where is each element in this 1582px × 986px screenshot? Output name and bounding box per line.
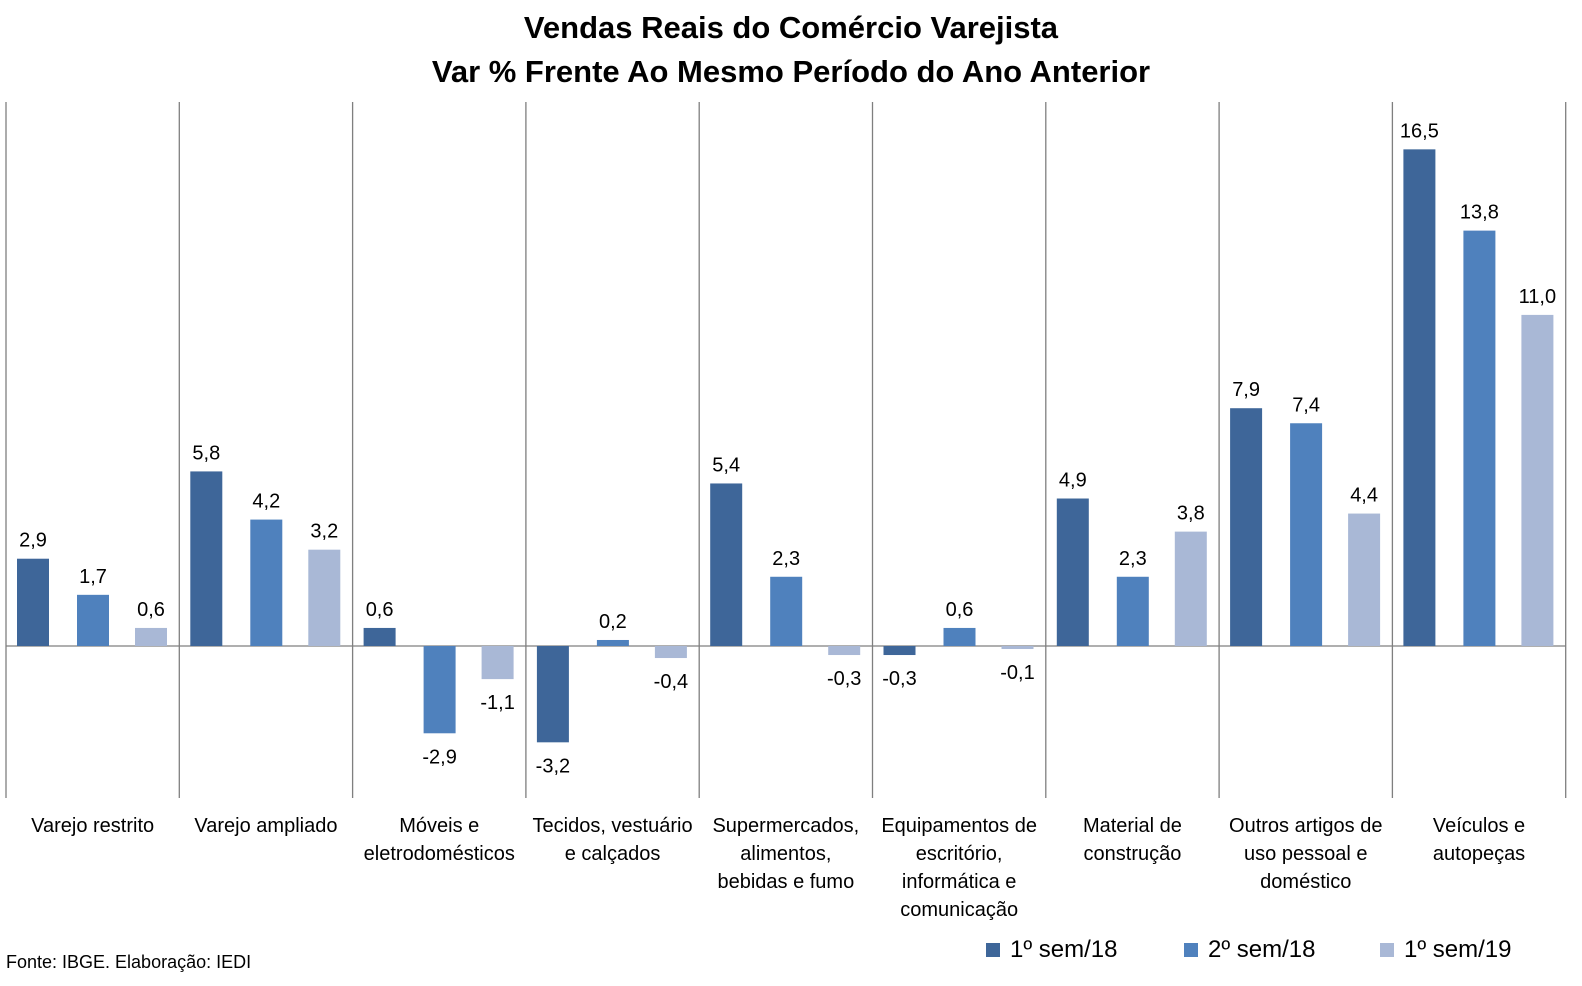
category-label: informática e [902,871,1017,893]
category-label: autopeças [1433,843,1525,865]
category-label: Outros artigos de [1229,815,1382,837]
category-label: Veículos e [1433,815,1525,837]
data-label: 3,8 [1177,503,1205,525]
category-label: bebidas e fumo [717,871,854,893]
legend-item-2: 2º sem/18 [1184,936,1315,964]
bar-3 [828,646,861,656]
data-label: -0,3 [882,668,916,690]
bar-3 [1521,314,1554,646]
bar-2 [1463,230,1496,646]
category-label: escritório, [916,843,1003,865]
data-label: -0,3 [827,668,861,690]
bar-1 [1403,149,1436,646]
bar-3 [308,549,341,646]
data-label: 16,5 [1400,120,1439,142]
bar-1 [710,483,743,646]
data-label: 0,6 [946,599,974,621]
bar-2 [943,627,976,646]
legend-item-3: 1º sem/19 [1380,936,1511,964]
category-label: Móveis e [399,815,479,837]
bar-3 [1001,646,1034,650]
category-label: Varejo restrito [31,815,154,837]
source-note: Fonte: IBGE. Elaboração: IEDI [6,952,252,972]
bar-2 [596,639,629,646]
data-label: 7,9 [1232,379,1260,401]
bar-2 [770,576,803,646]
category-label: alimentos, [740,843,831,865]
data-label: 0,6 [366,599,394,621]
legend-item-1: 1º sem/18 [986,936,1117,964]
bar-3 [654,646,687,659]
bar-2 [1290,423,1323,646]
data-label: 4,4 [1350,485,1378,507]
data-label: 5,4 [712,454,740,476]
category-label: doméstico [1260,871,1351,893]
data-label: 4,9 [1059,470,1087,492]
data-label: -0,4 [654,671,688,693]
legend-label-1: 1º sem/18 [1010,936,1118,963]
category-label: Tecidos, vestuário [533,815,693,837]
category-label: construção [1084,843,1182,865]
bar-2 [77,594,109,646]
data-label: 0,2 [599,611,627,633]
category-label: Varejo ampliado [194,815,337,837]
bar-1 [190,471,223,646]
data-label: -1,1 [480,692,514,714]
category-label: uso pessoal e [1244,843,1367,865]
data-label: 0,6 [137,599,165,621]
data-label: 2,9 [19,530,47,552]
bar-1 [1230,408,1263,646]
bar-1 [536,646,569,743]
data-label: 11,0 [1519,286,1556,308]
data-label: 13,8 [1460,202,1499,224]
data-label: 3,2 [310,521,338,543]
data-label: 4,2 [252,491,280,513]
data-label: -2,9 [422,746,456,768]
category-label: e calçados [565,843,661,865]
chart-subtitle: Var % Frente Ao Mesmo Período do Ano Ant… [431,54,1151,89]
data-label: 2,3 [1119,548,1147,570]
legend-label-3: 1º sem/19 [1404,936,1512,963]
bar-1 [1056,498,1089,646]
data-label: -0,1 [1000,662,1034,684]
bar-3 [1348,513,1381,646]
category-label: Material de [1083,815,1182,837]
bar-3 [135,627,167,646]
category-label: Equipamentos de [881,815,1037,837]
legend-label-2: 2º sem/18 [1208,936,1316,963]
data-label: 1,7 [79,566,107,588]
data-label: 2,3 [772,548,800,570]
bar-2 [250,519,283,646]
bar-3 [1174,531,1207,646]
bar-1 [363,627,396,646]
bar-1 [17,558,49,646]
bar-1 [883,646,916,656]
category-label: eletrodomésticos [364,843,515,865]
data-label: 7,4 [1292,394,1320,416]
data-label: -3,2 [536,755,570,777]
category-label: Supermercados, [712,815,859,837]
bar-3 [481,646,514,680]
category-label: comunicação [900,899,1018,921]
bar-2 [423,646,456,734]
legend-swatch-2 [1184,943,1198,957]
chart-title: Vendas Reais do Comércio Varejista [523,10,1059,45]
data-label: 5,8 [192,442,220,464]
bar-2 [1116,576,1149,646]
legend-swatch-1 [986,943,1000,957]
legend-swatch-3 [1380,943,1394,957]
